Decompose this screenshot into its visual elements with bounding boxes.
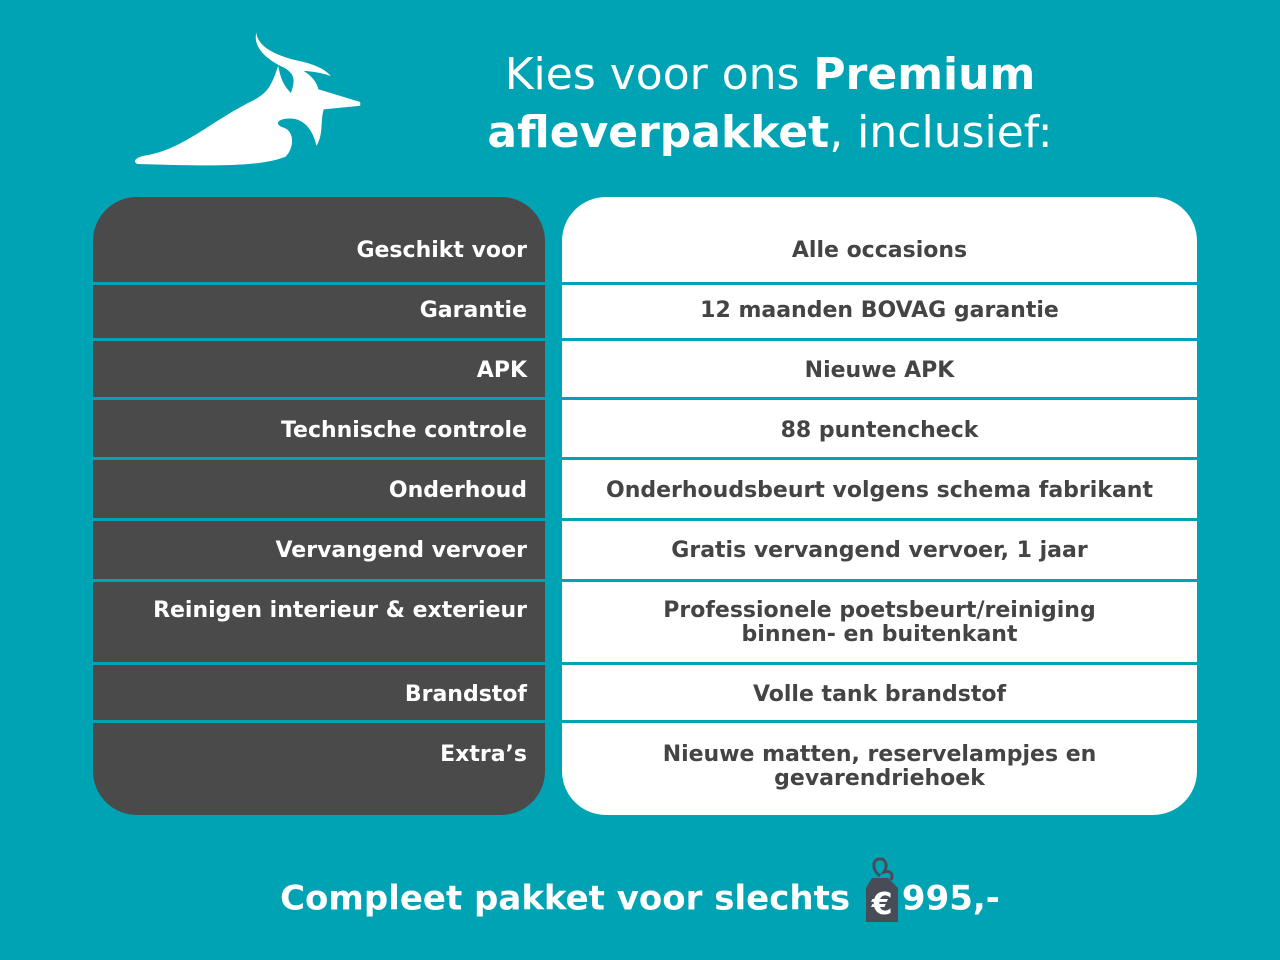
row-label: Reinigen interieur & exterieur [153, 598, 527, 623]
page-title: Kies voor ons Premium afleverpakket, inc… [400, 46, 1140, 162]
divider [562, 662, 1197, 665]
title-bold: Premium [813, 49, 1036, 100]
row-label: APK [476, 358, 527, 383]
title-text: , inclusief: [829, 107, 1053, 158]
row-value-line2: binnen- en buitenkant [741, 622, 1018, 647]
row-value-line2: gevarendriehoek [774, 766, 985, 791]
price-value: 995,- [901, 878, 1000, 919]
row-value: Nieuwe matten, reservelampjes en [662, 742, 1097, 767]
feature-value-panel: Alle occasions 12 maanden BOVAG garantie… [562, 197, 1197, 815]
row-label: Technische controle [280, 418, 527, 443]
footer-text: Compleet pakket voor slechts [280, 878, 862, 919]
divider [93, 457, 545, 460]
divider [562, 338, 1197, 341]
row-value: Alle occasions [791, 238, 968, 263]
row-label: Brandstof [404, 682, 527, 707]
row-label: Vervangend vervoer [275, 538, 527, 563]
price-footer: Compleet pakket voor slechts €995,- [0, 857, 1280, 934]
title-text: Kies voor ons [504, 49, 814, 100]
divider [93, 662, 545, 665]
row-value: Professionele poetsbeurt/reiniging [663, 598, 1096, 623]
row-label: Garantie [419, 298, 527, 323]
row-label: Extra’s [440, 742, 527, 767]
row-value: 12 maanden BOVAG garantie [700, 298, 1059, 323]
row-value: Volle tank brandstof [752, 682, 1007, 707]
divider [93, 720, 545, 723]
divider [93, 338, 545, 341]
divider [562, 518, 1197, 521]
lapwing-bird-logo [134, 32, 361, 166]
divider [562, 720, 1197, 723]
feature-label-panel: Geschikt voor Garantie APK Technische co… [93, 197, 545, 815]
row-value: Gratis vervangend vervoer, 1 jaar [671, 538, 1088, 563]
divider [93, 397, 545, 400]
row-value: 88 puntencheck [780, 418, 979, 443]
price-tag-icon: € [864, 856, 900, 924]
row-value: Onderhoudsbeurt volgens schema fabrikant [606, 478, 1153, 503]
divider [93, 518, 545, 521]
divider [562, 457, 1197, 460]
divider [562, 579, 1197, 582]
divider [93, 282, 545, 285]
row-label: Onderhoud [388, 478, 527, 503]
title-bold: afleverpakket [487, 107, 830, 158]
row-value: Nieuwe APK [804, 358, 955, 383]
divider [562, 282, 1197, 285]
svg-text:€: € [870, 887, 892, 922]
divider [93, 579, 545, 582]
divider [562, 397, 1197, 400]
row-label: Geschikt voor [356, 238, 527, 263]
